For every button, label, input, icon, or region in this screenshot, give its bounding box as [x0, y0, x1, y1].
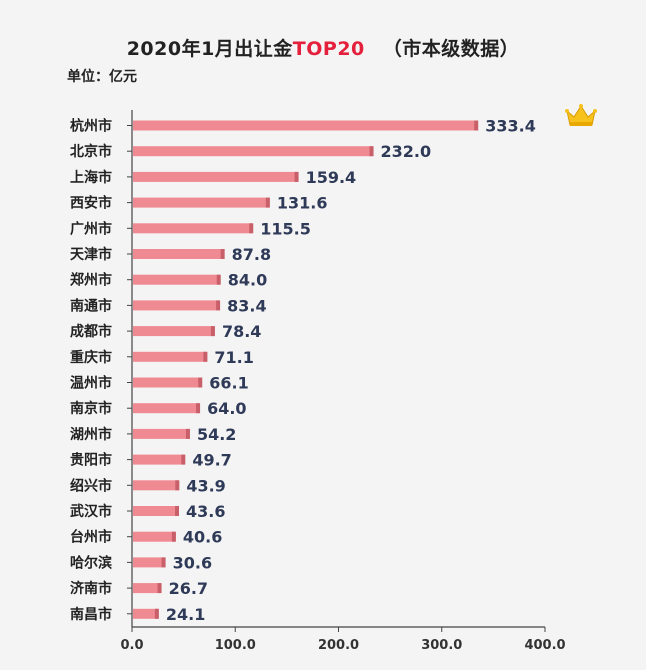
category-label: 郑州市 [70, 272, 112, 289]
category-label: 成都市 [70, 323, 112, 340]
bar [133, 197, 269, 208]
value-label: 131.6 [277, 194, 328, 213]
bar [133, 480, 179, 491]
value-label: 232.0 [381, 142, 432, 161]
bar-end-cap [474, 120, 479, 131]
value-label: 87.8 [232, 245, 271, 264]
value-label: 115.5 [260, 219, 311, 238]
bar [133, 454, 185, 465]
bar [133, 377, 202, 388]
value-label: 71.1 [214, 348, 253, 367]
bar-end-cap [294, 171, 299, 182]
category-label: 绍兴市 [70, 477, 112, 494]
bar [133, 300, 220, 311]
bar-end-cap [181, 454, 186, 465]
bar [133, 120, 478, 131]
bar-end-cap [175, 506, 180, 516]
title-note: （市本级数据） [382, 38, 520, 60]
chart-title: 2020年1月出让金TOP20 （市本级数据） [0, 34, 646, 61]
category-label: 台州市 [70, 529, 112, 546]
bar-end-cap [369, 146, 374, 157]
category-label: 南通市 [70, 297, 112, 314]
category-label: 广州市 [70, 220, 112, 237]
value-label: 43.9 [186, 476, 225, 495]
category-label: 贵阳市 [70, 452, 112, 469]
x-tick-label: 200.0 [318, 638, 359, 653]
category-label: 北京市 [70, 143, 112, 160]
bar [133, 249, 224, 259]
category-label: 温州市 [70, 375, 112, 392]
category-label: 哈尔滨 [70, 554, 112, 571]
value-label: 30.6 [173, 553, 212, 572]
category-label: 天津市 [70, 246, 112, 263]
value-label: 26.7 [169, 579, 208, 598]
bar [133, 171, 298, 182]
bar-end-cap [171, 531, 176, 542]
x-tick-label: 100.0 [215, 638, 256, 653]
value-label: 24.1 [166, 605, 205, 624]
bar [133, 146, 373, 157]
bar [133, 531, 175, 542]
bar [133, 557, 165, 568]
bar-end-cap [196, 403, 201, 414]
bar-end-cap [198, 377, 203, 388]
value-label: 54.2 [197, 425, 236, 444]
bar-end-cap [185, 428, 190, 439]
x-tick-label: 0.0 [120, 638, 143, 653]
category-label: 南京市 [70, 400, 112, 417]
bar-end-cap [203, 351, 208, 362]
category-label: 武汉市 [70, 503, 112, 520]
bar [133, 326, 214, 337]
value-label: 159.4 [306, 168, 357, 187]
bar [133, 583, 161, 594]
category-label: 湖州市 [70, 426, 112, 443]
value-label: 66.1 [209, 374, 248, 393]
value-label: 64.0 [207, 399, 246, 418]
unit-label: 单位：亿元 [67, 69, 137, 85]
bar [133, 351, 207, 362]
bar-end-cap [157, 583, 162, 594]
title-main: 2020年1月出让金 [126, 38, 293, 60]
category-label: 杭州市 [70, 118, 112, 135]
value-label: 84.0 [228, 271, 267, 290]
value-label: 40.6 [183, 528, 222, 547]
bar-end-cap [161, 557, 166, 568]
crown-icon [565, 104, 597, 126]
value-label: 78.4 [222, 322, 261, 341]
bar [133, 403, 200, 414]
bar-end-cap [265, 197, 270, 208]
category-label: 上海市 [70, 169, 112, 186]
bar [133, 428, 189, 439]
category-label: 西安市 [70, 195, 112, 212]
bar-end-cap [154, 608, 159, 619]
x-tick-label: 400.0 [524, 638, 565, 653]
bar-end-cap [249, 223, 254, 234]
value-label: 333.4 [485, 117, 536, 136]
value-label: 83.4 [227, 296, 266, 315]
bar [133, 506, 179, 516]
bar [133, 274, 220, 285]
value-label: 43.6 [186, 502, 225, 521]
bar [133, 223, 253, 234]
title-accent: TOP20 [292, 38, 365, 60]
bar-end-cap [220, 249, 225, 259]
bar-end-cap [210, 326, 215, 337]
bar-end-cap [175, 480, 180, 491]
category-label: 南昌市 [70, 606, 112, 623]
category-label: 济南市 [70, 580, 112, 597]
bar [133, 608, 158, 619]
category-label: 重庆市 [70, 349, 112, 366]
value-label: 49.7 [192, 451, 231, 470]
bar-end-cap [216, 274, 221, 285]
x-tick-label: 300.0 [421, 638, 462, 653]
bar-end-cap [216, 300, 221, 311]
